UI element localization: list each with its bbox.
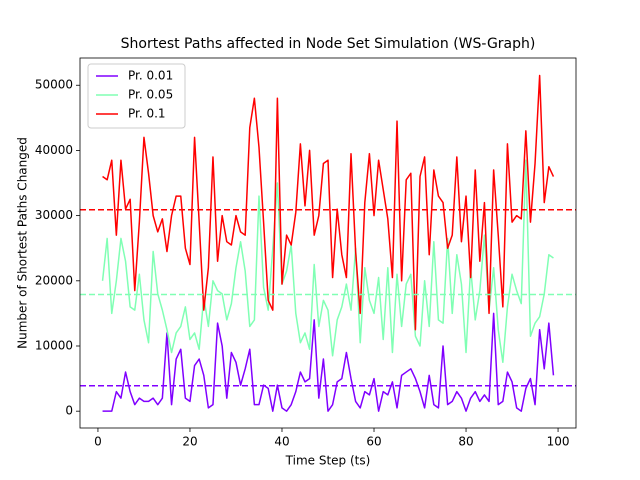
y-tick-label: 50000 [35,78,73,92]
legend-label: Pr. 0.01 [128,69,173,83]
legend-label: Pr. 0.05 [128,88,173,102]
x-tick-label: 40 [274,435,289,449]
x-tick-label: 80 [458,435,473,449]
x-axis-label: Time Step (ts) [285,454,371,468]
chart-title: Shortest Paths affected in Node Set Simu… [121,36,536,52]
y-tick-label: 30000 [35,208,73,222]
legend-box [87,63,186,129]
data-line [101,159,554,364]
plot-frame [79,57,577,429]
x-tick-label: 60 [366,435,381,449]
y-axis-label: Number of Shortest Paths Changed [16,137,30,349]
y-tick-label: 0 [65,404,73,418]
x-tick-label: 20 [182,435,197,449]
x-tick-label: 100 [547,435,570,449]
y-tick-label: 40000 [35,143,73,157]
y-tick-label: 10000 [35,338,73,352]
x-tick-label: 0 [94,435,102,449]
data-line [102,74,555,331]
legend-label: Pr. 0.1 [128,107,166,121]
data-line [102,312,555,412]
y-tick-label: 20000 [35,273,73,287]
